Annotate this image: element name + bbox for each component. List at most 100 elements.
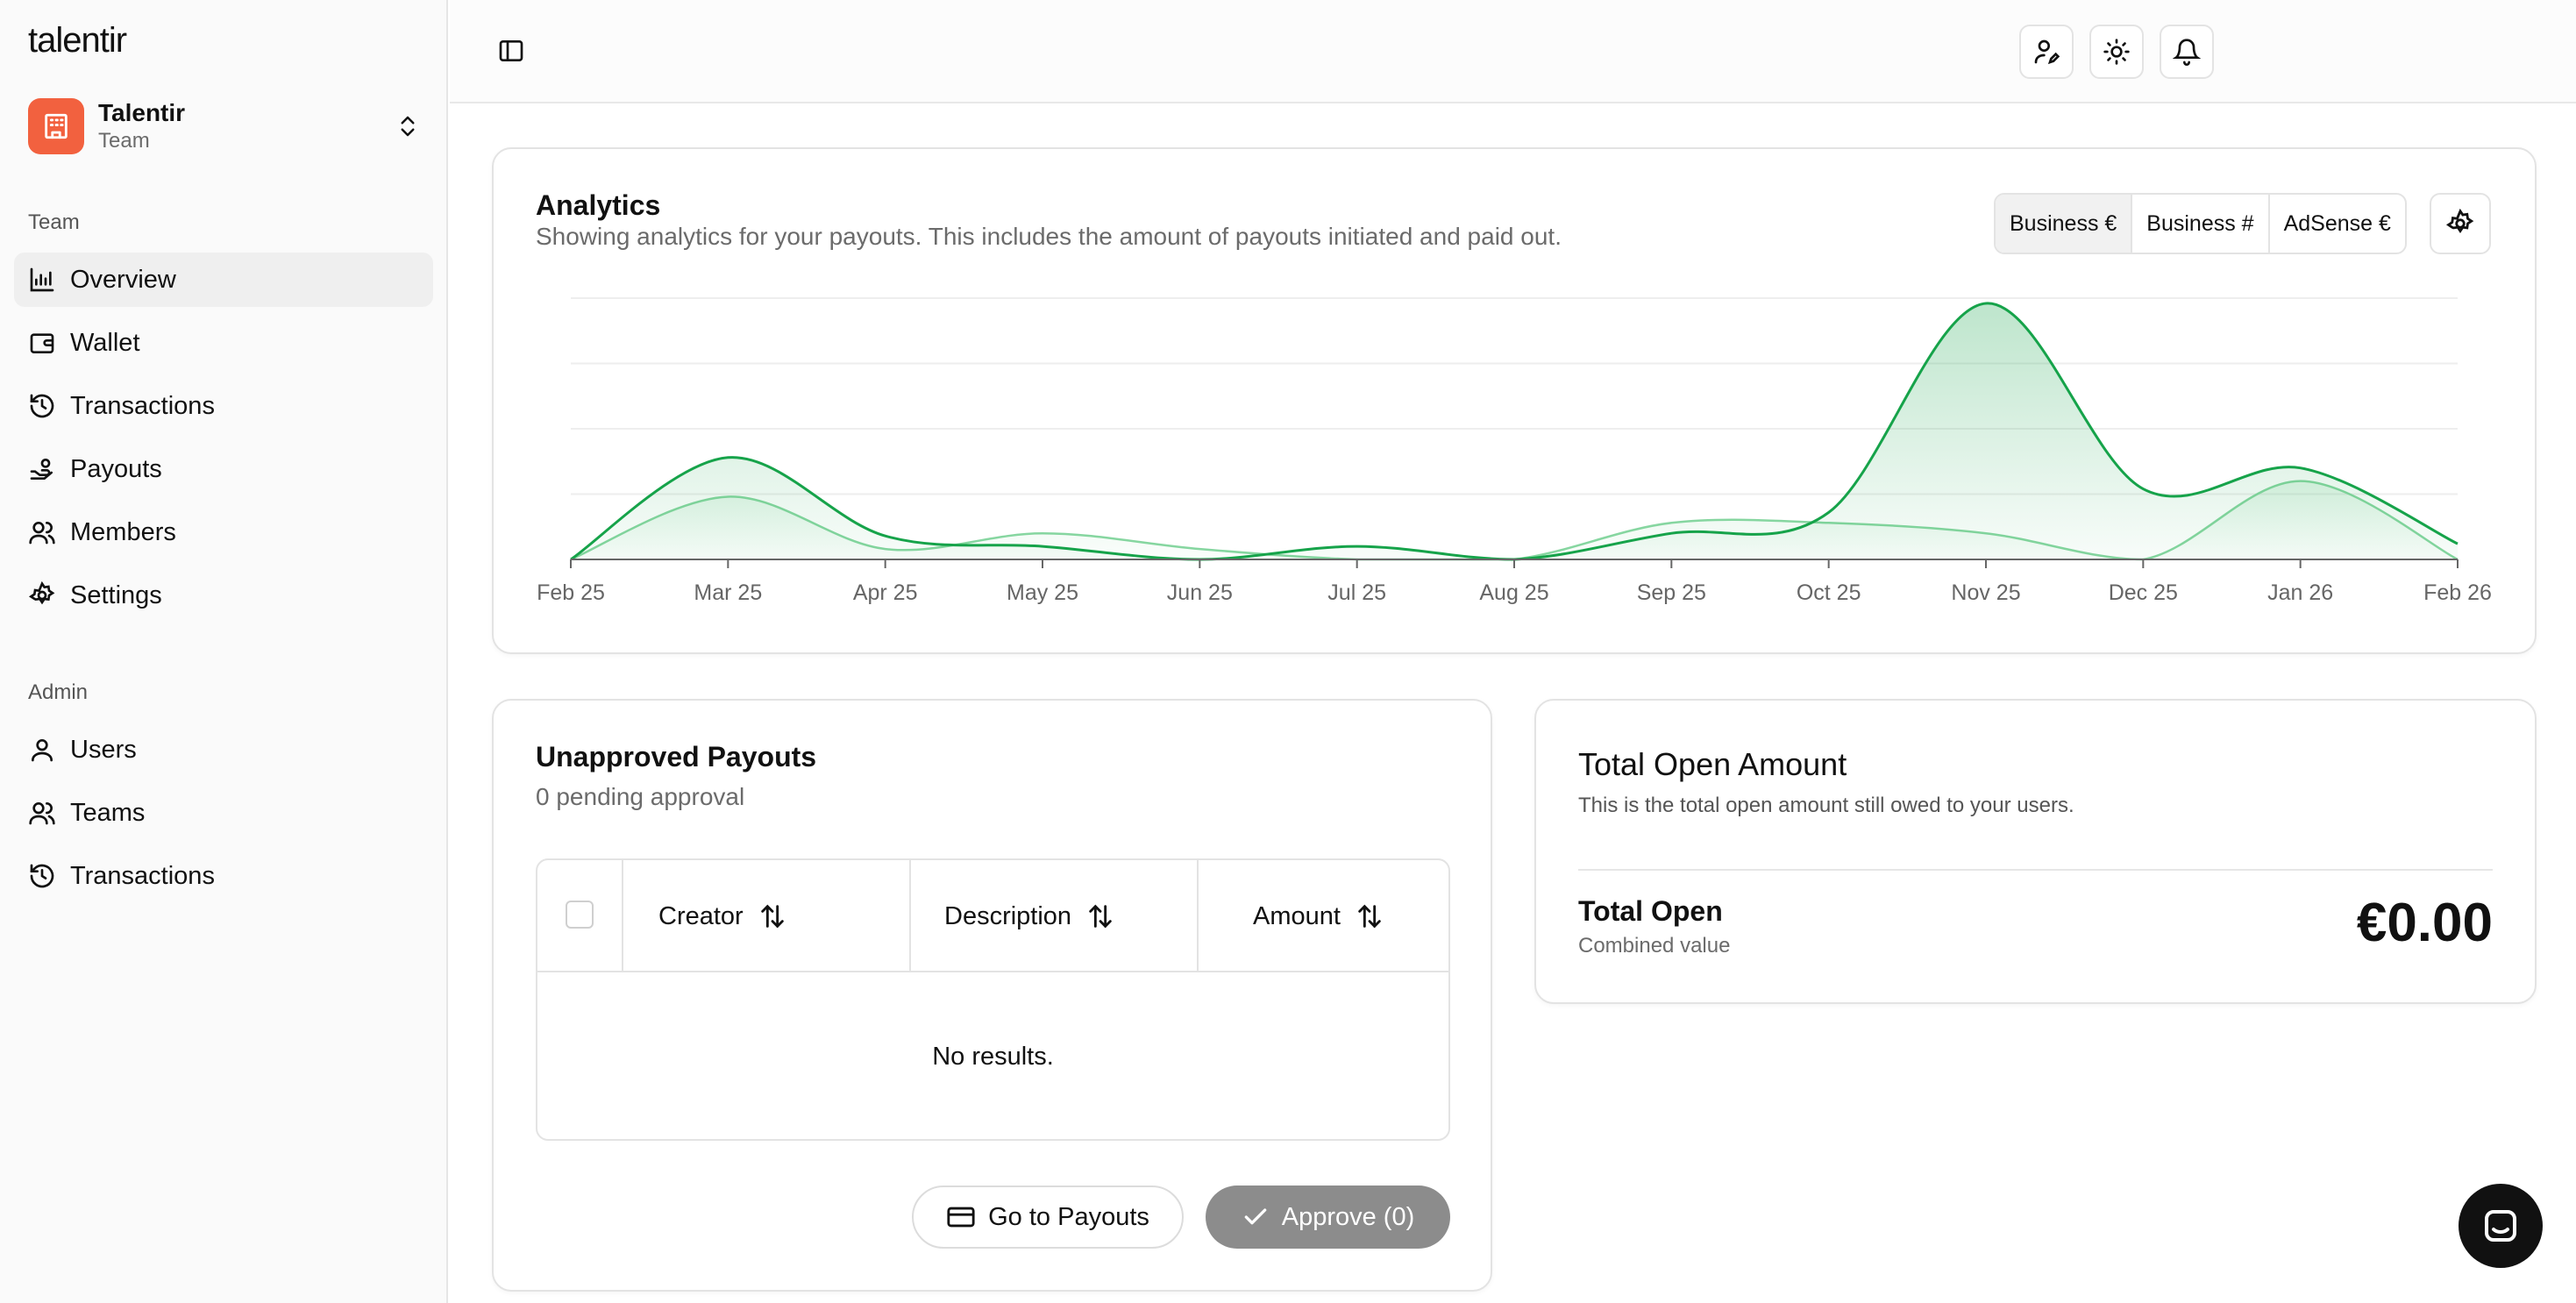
sidebar-item-settings[interactable]: Settings [14,568,433,623]
series-area-0 [571,303,2458,559]
sidebar: talentir Talentir Team Team Overview Wal… [0,0,448,1303]
bell-icon [2173,39,2201,66]
users-icon [29,802,55,825]
payouts-table: Creator Description Amount No results. [536,858,1450,1141]
sidebar-item-members[interactable]: Members [14,505,433,559]
chevrons-up-down-icon [401,116,415,137]
x-tick-label: Apr 25 [853,580,918,605]
history-icon [30,864,54,888]
column-divider [622,860,623,972]
segment-business-count[interactable]: Business # [2132,195,2270,253]
sidebar-item-label: Users [70,735,137,764]
column-label: Creator [658,901,744,930]
segment-business-eur[interactable]: Business € [1996,195,2133,253]
empty-state: No results. [932,1042,1054,1071]
sort-icon [1358,904,1381,929]
history-icon [30,394,54,418]
notifications-button[interactable] [2160,25,2214,79]
button-label: Approve (0) [1281,1202,1415,1231]
sidebar-item-label: Overview [70,265,176,294]
sidebar-item-label: Transactions [70,391,215,420]
unapproved-title: Unapproved Payouts [536,741,817,773]
column-label: Amount [1253,901,1341,930]
total-open-amount-card: Total Open Amount This is the total open… [1534,699,2537,1004]
total-title: Total Open Amount [1578,746,1847,782]
check-icon [1244,1208,1267,1225]
chart-settings-button[interactable] [2430,193,2491,254]
x-tick-label: May 25 [1007,580,1078,605]
analytics-chart: Feb 25 Mar 25 Apr 25 May 25 Jun 25 Jul 25 Aug … [537,297,2492,605]
credit-card-icon [947,1207,975,1228]
panel-left-icon [499,40,523,61]
sidebar-item-transactions[interactable]: Transactions [14,379,433,433]
x-tick-label: Jan 26 [2267,580,2333,605]
approve-button[interactable]: Approve (0) [1206,1186,1450,1249]
sidebar-item-label: Transactions [70,861,215,890]
x-tick-label: Mar 25 [694,580,762,605]
sidebar-item-label: Settings [70,580,162,609]
app-logo[interactable]: talentir [28,21,127,60]
sidebar-item-payouts[interactable]: Payouts [14,442,433,496]
user-icon [32,739,53,762]
go-to-payouts-button[interactable]: Go to Payouts [912,1186,1184,1249]
team-switcher[interactable]: Talentir Team [28,95,421,158]
sidebar-item-label: Payouts [70,454,162,483]
select-all-checkbox[interactable] [566,901,594,929]
divider [1578,869,2493,871]
topbar [450,0,2576,103]
users-icon [29,522,55,545]
section-label-admin: Admin [28,680,89,704]
sun-icon [2103,39,2130,65]
column-label: Description [944,901,1072,930]
x-tick-label: Sep 25 [1637,580,1706,605]
sidebar-toggle-button[interactable] [494,33,529,68]
team-name: Talentir [98,99,186,126]
sort-icon [1089,904,1112,929]
chat-launcher-button[interactable] [2459,1184,2543,1268]
total-label: Total Open [1578,895,1723,927]
sidebar-item-wallet[interactable]: Wallet [14,316,433,370]
column-divider [909,860,911,972]
sidebar-item-label: Members [70,517,176,546]
x-tick-label: Feb 26 [2423,580,2492,605]
user-edit-button[interactable] [2019,25,2074,79]
wallet-icon [30,333,54,353]
column-divider [1197,860,1199,972]
x-tick-label: Dec 25 [2109,580,2178,605]
column-description[interactable]: Description [944,860,1115,972]
sidebar-item-label: Teams [70,798,146,827]
table-header: Creator Description Amount [537,860,1448,972]
x-tick-label: Oct 25 [1797,580,1861,605]
x-tick-label: Aug 25 [1479,580,1548,605]
button-label: Go to Payouts [988,1202,1149,1231]
total-amount: €0.00 [2356,893,2493,953]
chart-icon [30,267,54,292]
total-sublabel: Combined value [1578,934,1731,958]
series-line-0 [570,302,2459,561]
user-pen-icon [2034,39,2060,65]
column-creator[interactable]: Creator [658,860,787,972]
sidebar-item-users[interactable]: Users [14,723,433,777]
analytics-title: Analytics [536,189,661,221]
segment-adsense-eur[interactable]: AdSense € [2283,210,2391,236]
sidebar-item-label: Wallet [70,328,140,357]
theme-toggle-button[interactable] [2089,25,2144,79]
unapproved-payouts-card: Unapproved Payouts 0 pending approval Cr… [492,699,1492,1292]
building-icon [28,98,84,154]
x-tick-label: Feb 25 [537,580,605,605]
gear-icon [2445,209,2474,234]
column-amount[interactable]: Amount [1253,860,1384,972]
sidebar-item-overview[interactable]: Overview [14,253,433,307]
gear-icon [28,581,55,605]
sort-icon [760,904,784,929]
x-tick-label: Jun 25 [1167,580,1233,605]
hand-coins-icon [30,459,53,480]
x-tick-label: Nov 25 [1951,580,2020,605]
total-description: This is the total open amount still owed… [1578,794,2074,817]
x-tick-label: Jul 25 [1327,580,1386,605]
section-label-team: Team [28,210,80,234]
chat-icon [2485,1210,2516,1242]
metric-segmented-control: Business € Business # AdSense € [1994,193,2407,254]
sidebar-item-admin-transactions[interactable]: Transactions [14,849,433,903]
sidebar-item-teams[interactable]: Teams [14,786,433,840]
